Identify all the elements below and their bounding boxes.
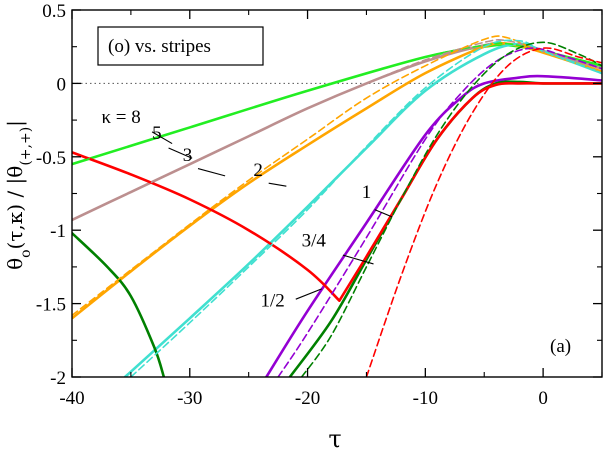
panel-label: (a) (550, 336, 571, 357)
series-line-1-2-branch (72, 231, 166, 377)
series-line-1 (265, 74, 602, 377)
y-tick-label: -0.5 (36, 148, 66, 169)
series-layer (72, 35, 602, 377)
curve-label: 1/2 (260, 291, 284, 312)
legend-box: (o) vs. stripes (97, 26, 264, 66)
series-line-1-2 (72, 81, 602, 302)
x-tick-label: -20 (295, 388, 320, 409)
y-tick-label: 0.5 (42, 1, 66, 22)
series-line-1-2-dashed- (365, 47, 602, 377)
svg-text:θo(τ,κ) / |θ(+,+)|: θo(τ,κ) / |θ(+,+)| (3, 120, 34, 270)
tick-layer: -40 -30 -20 -10 0 0.5 0 -0.5 -1 -1.5 -2 (36, 1, 603, 409)
x-axis-label: τ (328, 425, 341, 453)
series-line-2-dashed- (130, 39, 602, 377)
x-tick-label: -40 (59, 388, 84, 409)
series-line-1-dashed- (277, 47, 602, 377)
x-tick-label: -10 (413, 388, 438, 409)
curve-label: κ = 8 (101, 107, 140, 128)
curve-label: 5 (152, 123, 162, 144)
y-tick-label: -2 (50, 368, 66, 389)
curve-label-leader (374, 209, 393, 218)
curve-label-layer: κ = 8 53 2 1 3/4 1/2 (101, 107, 393, 312)
y-tick-label: -1.5 (36, 295, 66, 316)
y-tick-label: 0 (57, 74, 67, 95)
legend-box-frame (97, 26, 264, 66)
series-line-3-4-dashed- (300, 41, 602, 377)
curve-label-leader (268, 182, 287, 187)
curve-label: 2 (253, 160, 263, 181)
curve-label-leader (168, 147, 193, 159)
curve-label: 1 (362, 182, 372, 203)
curve-label-leader (342, 254, 374, 265)
curve-label-leader (151, 131, 173, 145)
y-axis-label: θo(τ,κ) / |θ(+,+)| (3, 120, 34, 270)
y-tick-label: -1 (50, 221, 66, 242)
curve-label: 3/4 (302, 230, 327, 251)
curve-label-leader (197, 168, 226, 177)
curve-label: 3 (183, 145, 193, 166)
series-line-5-dashed- (72, 39, 602, 221)
series-line-2 (123, 42, 602, 377)
x-tick-label: -30 (177, 388, 202, 409)
series-line-3-dashed- (72, 35, 602, 317)
curve-label-leader (295, 288, 322, 300)
x-tick-label: 0 (538, 388, 548, 409)
legend-box-text: (o) vs. stripes (108, 36, 211, 57)
